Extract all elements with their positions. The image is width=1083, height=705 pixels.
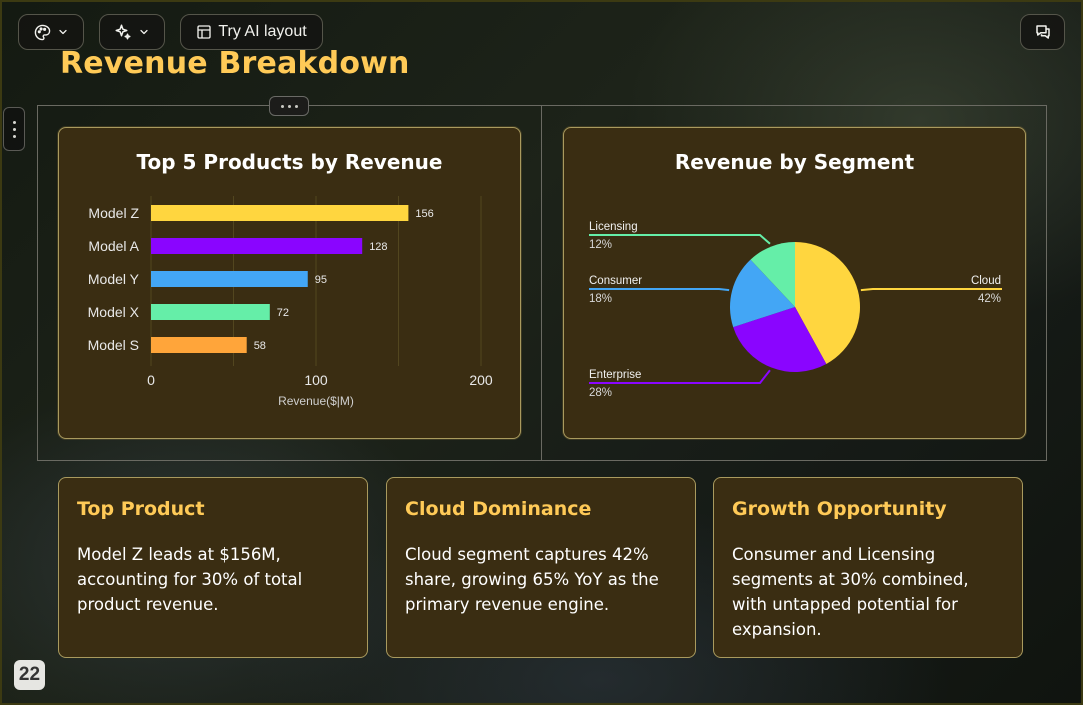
- x-axis-label: Revenue($|M): [278, 394, 354, 408]
- slice-value-label: 28%: [589, 387, 612, 399]
- insight-text: Consumer and Licensing segments at 30% c…: [732, 545, 969, 639]
- insight-text: Cloud segment captures 42% share, growin…: [405, 545, 659, 614]
- slice-value-label: 18%: [589, 293, 612, 305]
- pie-slice: [733, 307, 827, 372]
- insight-title: Growth Opportunity: [732, 498, 947, 520]
- slice-label: Consumer: [589, 275, 642, 287]
- data-label: 156: [415, 208, 433, 220]
- layout-icon: [196, 24, 212, 40]
- theme-menu-button[interactable]: [18, 14, 84, 50]
- insight-text: Model Z leads at $156M, accounting for 3…: [77, 545, 303, 614]
- pie-chart-title: Revenue by Segment: [674, 150, 915, 174]
- comments-button[interactable]: [1020, 14, 1065, 50]
- category-label: Model Z: [88, 205, 139, 221]
- side-drag-handle[interactable]: [3, 107, 25, 151]
- pie-slice: [795, 242, 860, 364]
- block-drag-handle[interactable]: [269, 96, 309, 116]
- bar: [151, 337, 247, 353]
- data-label: 128: [369, 241, 387, 253]
- pie-slice: [730, 259, 795, 328]
- bar: [151, 271, 308, 287]
- insight-card-growth-opportunity: Growth Opportunity Consumer and Licensin…: [713, 477, 1023, 658]
- column-divider: [541, 105, 542, 461]
- bar-chart-card: Top 5 Products by Revenue Model Z 156 Mode…: [58, 127, 521, 439]
- tick-label: 0: [147, 372, 155, 388]
- page-number-badge: 22: [14, 660, 45, 690]
- slice-value-label: 12%: [589, 239, 612, 251]
- palette-icon: [34, 24, 51, 41]
- tick-label: 200: [469, 372, 493, 388]
- slice-label: Licensing: [589, 221, 638, 233]
- insight-card-top-product: Top Product Model Z leads at $156M, acco…: [58, 477, 368, 658]
- try-ai-layout-label: Try AI layout: [218, 23, 307, 40]
- chart-layout-block[interactable]: [37, 105, 1047, 461]
- bar-chart: Model Z 156 Model A 128 Model Y 95 Model X 72 Mo…: [88, 196, 493, 408]
- tick-label: 100: [304, 372, 328, 388]
- pie-slice: [750, 242, 795, 307]
- insight-card-cloud-dominance: Cloud Dominance Cloud segment captures 4…: [386, 477, 696, 658]
- chevron-down-icon: [138, 26, 150, 38]
- leader-line: [589, 369, 771, 384]
- category-label: Model Y: [88, 271, 140, 287]
- pie-chart: Cloud 42% Enterprise 28% Consumer 18% Licensin…: [589, 221, 1002, 399]
- category-label: Model X: [88, 304, 140, 320]
- bar: [151, 304, 270, 320]
- chevron-down-icon: [57, 26, 69, 38]
- slice-value-label: 42%: [978, 293, 1001, 305]
- leader-line: [589, 288, 730, 292]
- bar: [151, 205, 409, 221]
- insight-title: Top Product: [77, 498, 205, 520]
- insight-title: Cloud Dominance: [405, 498, 592, 520]
- leader-line: [589, 234, 771, 245]
- ai-menu-button[interactable]: [99, 14, 165, 50]
- sparkles-icon: [114, 23, 132, 41]
- slice-label: Cloud: [971, 275, 1001, 287]
- data-label: 72: [277, 307, 289, 319]
- leader-line: [860, 288, 1002, 292]
- bar-chart-title: Top 5 Products by Revenue: [136, 150, 443, 174]
- bar: [151, 238, 363, 254]
- category-label: Model S: [88, 337, 139, 353]
- page-title: Revenue Breakdown: [60, 46, 410, 81]
- slice-label: Enterprise: [589, 369, 641, 381]
- category-label: Model A: [88, 238, 139, 254]
- data-label: 95: [315, 274, 327, 286]
- pie-chart-card: Revenue by Segment Cloud 42% Enterprise 28%…: [563, 127, 1026, 439]
- comments-icon: [1034, 23, 1052, 41]
- data-label: 58: [254, 340, 266, 352]
- try-ai-layout-button[interactable]: Try AI layout: [180, 14, 323, 50]
